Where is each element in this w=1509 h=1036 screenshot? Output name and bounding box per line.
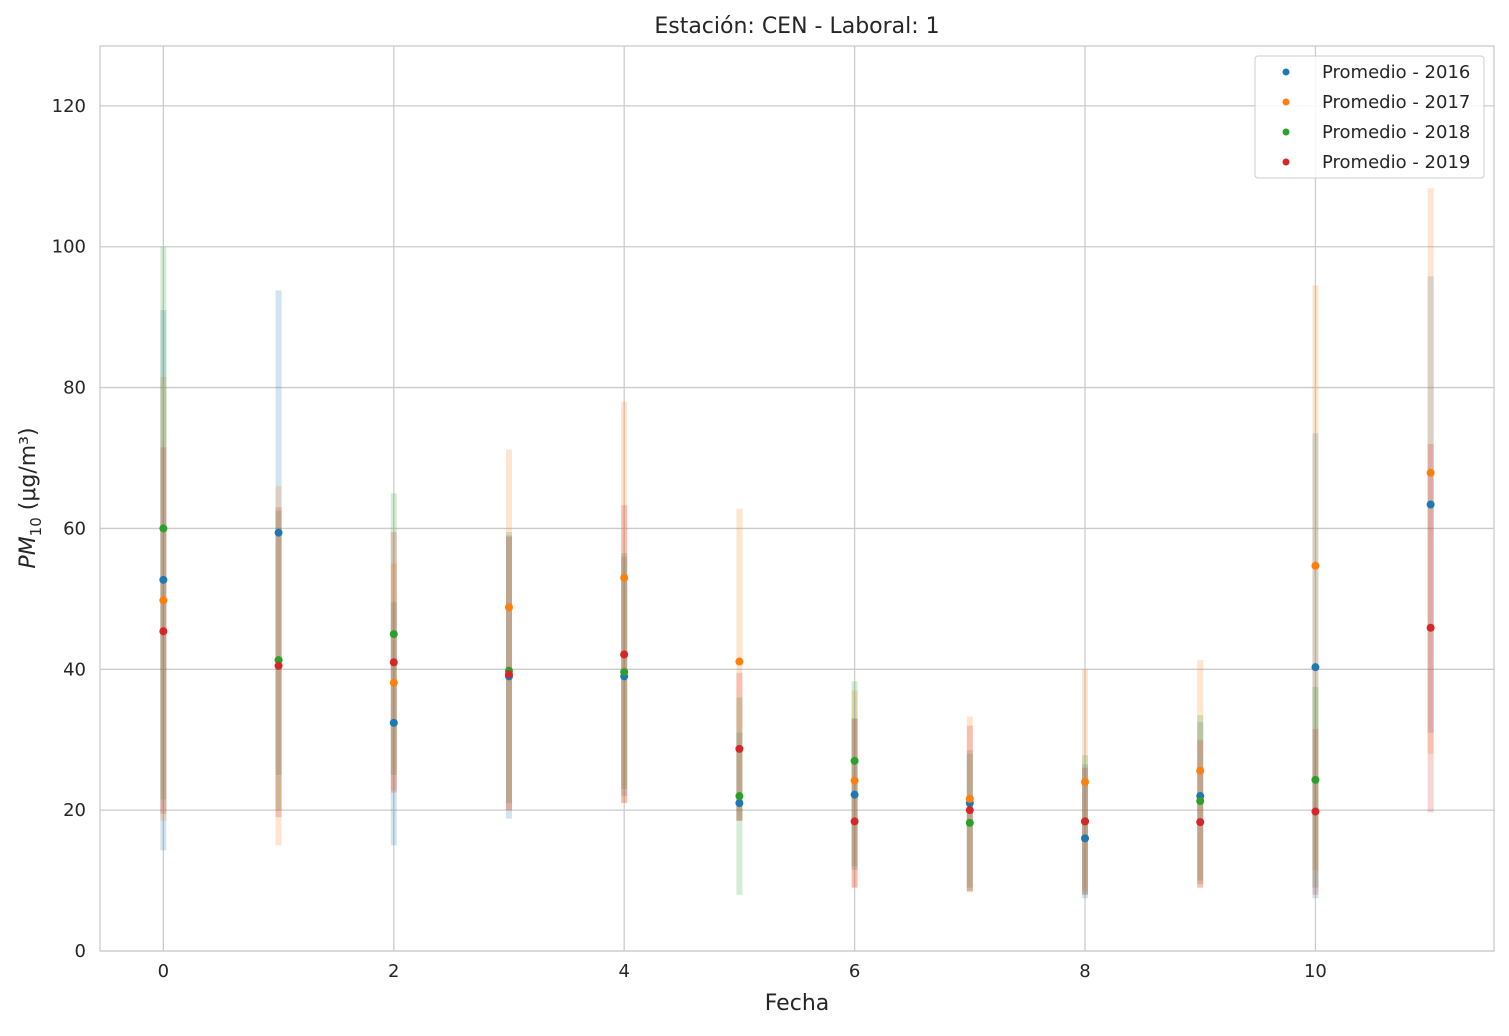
legend-label: Promedio - 2018 <box>1322 122 1470 143</box>
chart-title: Estación: CEN - Laboral: 1 <box>654 14 939 39</box>
y-tick-label: 40 <box>63 659 86 680</box>
legend-label: Promedio - 2017 <box>1322 92 1470 113</box>
x-tick-label: 10 <box>1304 961 1327 982</box>
data-point <box>504 670 513 679</box>
x-tick-label: 8 <box>1079 961 1090 982</box>
data-point <box>504 603 513 612</box>
legend-label: Promedio - 2016 <box>1322 62 1470 83</box>
y-tick-label: 20 <box>63 800 86 821</box>
data-point <box>620 650 629 659</box>
data-point <box>159 575 168 584</box>
legend: Promedio - 2016 Promedio - 2017 Promedio -… <box>1254 55 1485 179</box>
range-band <box>505 449 512 811</box>
x-tick-label: 4 <box>618 961 629 982</box>
range-band <box>621 401 628 804</box>
range-band <box>1082 764 1089 899</box>
data-points <box>159 468 1435 843</box>
data-point <box>1196 818 1205 827</box>
data-point <box>389 630 398 639</box>
data-point <box>1426 500 1435 509</box>
data-point <box>159 524 168 533</box>
data-point <box>620 668 629 677</box>
data-point <box>620 573 629 582</box>
range-band <box>390 563 397 791</box>
data-point <box>274 528 283 537</box>
range-band <box>736 732 743 821</box>
data-point <box>274 661 283 670</box>
plot-frame <box>99 45 1495 952</box>
data-point <box>1426 468 1435 477</box>
data-point <box>735 792 744 801</box>
data-point <box>1196 796 1205 805</box>
data-point <box>159 627 168 636</box>
y-axis-label-main: PM <box>16 536 41 568</box>
data-point <box>1081 817 1090 826</box>
y-axis-label: PM10 (μg/m³) <box>16 427 45 568</box>
data-point <box>850 776 859 785</box>
data-point <box>965 818 974 827</box>
legend-box <box>1254 55 1485 179</box>
range-band <box>851 681 858 867</box>
x-tick-label: 6 <box>849 961 860 982</box>
y-tick-label: 60 <box>63 518 86 539</box>
data-point <box>965 806 974 815</box>
legend-marker <box>1282 158 1290 166</box>
x-tick-label: 0 <box>158 961 169 982</box>
plot-background <box>100 46 1494 951</box>
range-band <box>1312 686 1319 888</box>
data-point <box>389 678 398 687</box>
data-point <box>1081 834 1090 843</box>
data-point <box>1426 623 1435 632</box>
range-band <box>851 690 858 888</box>
x-tick-label: 2 <box>388 961 399 982</box>
range-band <box>1197 739 1204 888</box>
y-axis-label-unit: (μg/m³) <box>16 427 41 517</box>
data-point <box>1196 766 1205 775</box>
x-tick-labels: 0 2 4 6 8 10 <box>158 961 1327 982</box>
range-band <box>1312 285 1319 871</box>
legend-marker <box>1282 128 1290 136</box>
data-point <box>1081 777 1090 786</box>
range-band <box>160 246 167 800</box>
y-tick-label: 120 <box>52 96 86 117</box>
legend-label: Promedio - 2019 <box>1322 152 1470 173</box>
data-point <box>1311 775 1320 784</box>
data-point <box>274 656 283 665</box>
data-point <box>1311 561 1320 570</box>
data-point <box>1311 807 1320 816</box>
data-point <box>735 744 744 753</box>
data-point <box>1311 663 1320 672</box>
data-point <box>965 794 974 803</box>
legend-marker <box>1282 68 1290 76</box>
x-axis-label: Fecha <box>765 991 830 1016</box>
data-point <box>850 756 859 765</box>
y-axis-label-sub: 10 <box>27 517 45 536</box>
data-point <box>735 799 744 808</box>
y-tick-labels: 0 20 40 60 80 100 120 <box>52 96 86 962</box>
y-tick-label: 0 <box>75 941 86 962</box>
data-point <box>389 658 398 667</box>
data-point <box>389 718 398 727</box>
range-band <box>851 718 858 888</box>
y-tick-label: 100 <box>52 237 86 258</box>
range-band <box>1082 767 1089 895</box>
data-point <box>850 790 859 799</box>
legend-marker <box>1282 98 1290 106</box>
data-point <box>735 657 744 666</box>
data-point <box>159 596 168 605</box>
y-tick-label: 80 <box>63 378 86 399</box>
data-point <box>850 817 859 826</box>
